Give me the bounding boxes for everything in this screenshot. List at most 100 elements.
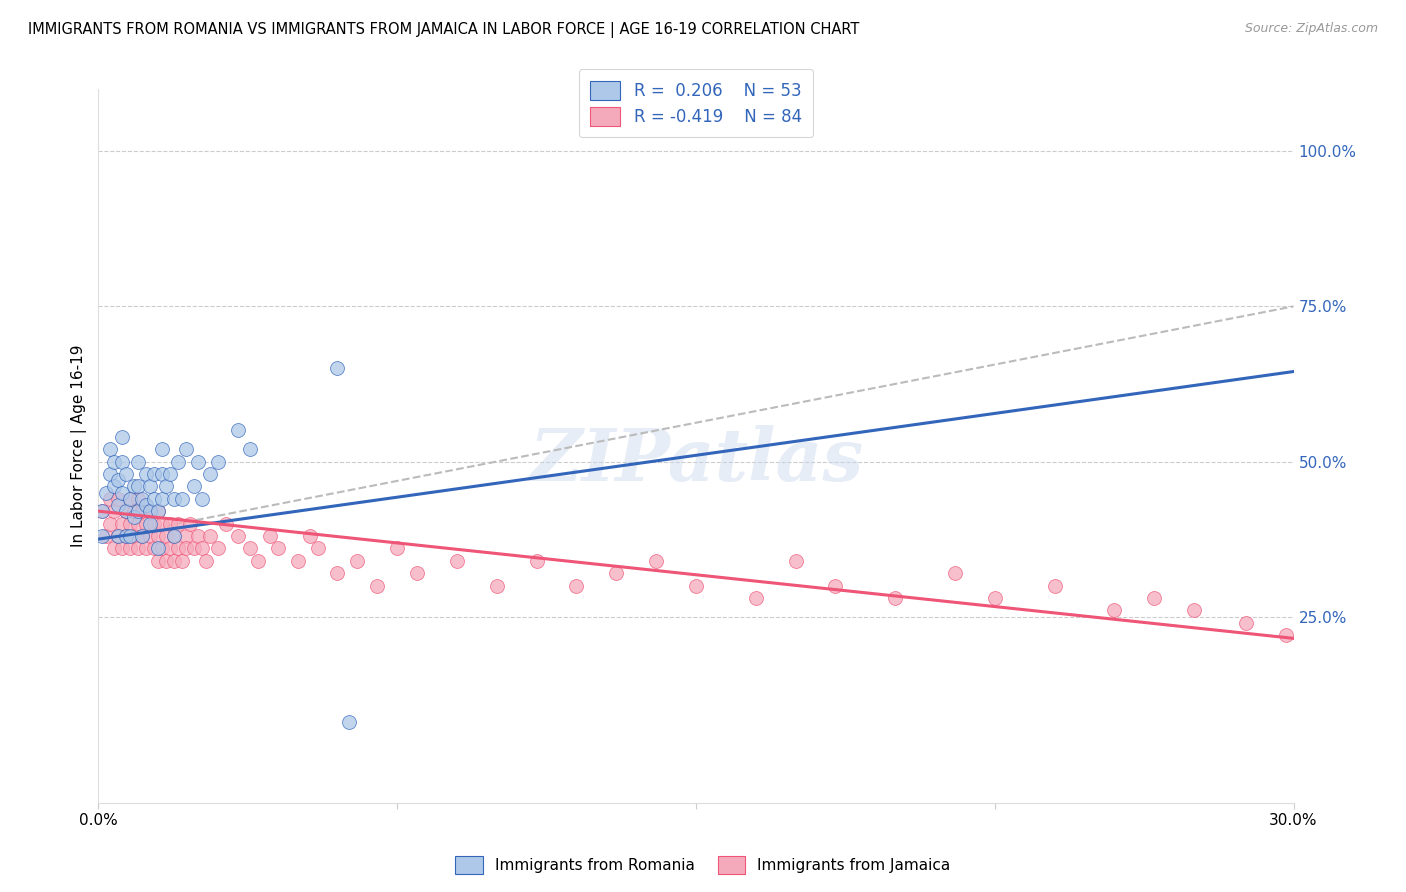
Point [215, 516, 238, 531]
Point [98, 516, 122, 531]
Point [115, 529, 138, 543]
Point [127, 491, 149, 506]
Point [191, 491, 214, 506]
Point [96, 529, 118, 543]
Point [135, 498, 157, 512]
Point [143, 541, 166, 556]
Point [150, 491, 173, 506]
Point [167, 516, 190, 531]
Point [148, 504, 170, 518]
Point [127, 504, 149, 518]
Point [326, 566, 349, 581]
Point [135, 467, 157, 481]
Point [226, 529, 249, 543]
Point [143, 516, 166, 531]
Point [150, 442, 173, 456]
Point [155, 554, 177, 568]
Point [111, 541, 134, 556]
Point [131, 491, 153, 506]
Point [159, 541, 181, 556]
Point [163, 529, 186, 543]
Point [98, 442, 122, 456]
Point [198, 467, 221, 481]
Text: Source: ZipAtlas.com: Source: ZipAtlas.com [1244, 22, 1378, 36]
Point [167, 454, 190, 468]
Point [1143, 591, 1166, 605]
Point [287, 554, 309, 568]
Point [127, 516, 149, 531]
Point [143, 491, 166, 506]
Point [195, 554, 218, 568]
Point [446, 554, 468, 568]
Point [98, 491, 122, 506]
Point [605, 566, 627, 581]
Point [645, 554, 668, 568]
Point [120, 541, 142, 556]
Point [385, 541, 409, 556]
Point [135, 541, 157, 556]
Point [127, 454, 149, 468]
Point [226, 424, 249, 438]
Point [124, 504, 146, 518]
Point [111, 485, 134, 500]
Point [339, 715, 361, 730]
Point [131, 504, 153, 518]
Point [198, 529, 221, 543]
Point [1274, 628, 1296, 642]
Point [103, 479, 125, 493]
Point [120, 516, 142, 531]
Point [1043, 579, 1066, 593]
Point [139, 529, 162, 543]
Point [120, 491, 142, 506]
Point [148, 504, 170, 518]
Point [526, 554, 548, 568]
Point [115, 529, 138, 543]
Point [148, 541, 170, 556]
Point [111, 454, 134, 468]
Point [103, 541, 125, 556]
Point [91, 504, 114, 518]
Point [124, 529, 146, 543]
Point [115, 504, 138, 518]
Point [1104, 603, 1126, 617]
Point [565, 579, 588, 593]
Point [163, 554, 186, 568]
Point [155, 529, 177, 543]
Point [127, 479, 149, 493]
Legend: R =  0.206    N = 53, R = -0.419    N = 84: R = 0.206 N = 53, R = -0.419 N = 84 [579, 69, 813, 137]
Point [307, 541, 329, 556]
Point [207, 454, 229, 468]
Point [163, 491, 186, 506]
Point [115, 504, 138, 518]
Point [107, 491, 129, 506]
Point [183, 479, 205, 493]
Point [174, 541, 197, 556]
Point [148, 529, 170, 543]
Point [172, 554, 194, 568]
Point [298, 529, 321, 543]
Point [150, 467, 173, 481]
Point [155, 479, 177, 493]
Point [1234, 615, 1257, 630]
Point [346, 554, 368, 568]
Point [139, 479, 162, 493]
Legend: Immigrants from Romania, Immigrants from Jamaica: Immigrants from Romania, Immigrants from… [449, 850, 957, 880]
Point [150, 541, 173, 556]
Point [103, 454, 125, 468]
Point [96, 485, 118, 500]
Point [159, 467, 181, 481]
Point [183, 541, 205, 556]
Point [207, 541, 229, 556]
Point [259, 529, 281, 543]
Point [884, 591, 907, 605]
Point [167, 541, 190, 556]
Point [107, 473, 129, 487]
Point [1182, 603, 1205, 617]
Point [111, 430, 134, 444]
Point [127, 541, 149, 556]
Point [984, 591, 1007, 605]
Point [107, 498, 129, 512]
Y-axis label: In Labor Force | Age 16-19: In Labor Force | Age 16-19 [72, 344, 87, 548]
Point [148, 554, 170, 568]
Point [91, 529, 114, 543]
